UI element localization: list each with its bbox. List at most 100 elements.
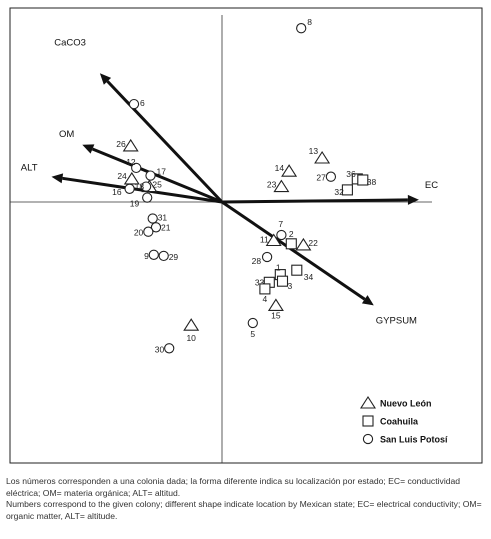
marker-square-3 — [276, 275, 289, 287]
vector-gypsum-line — [221, 200, 366, 301]
marker-triangle-11 — [265, 233, 282, 247]
marker-circle-5 — [247, 317, 258, 329]
colony-label-9: 9 — [144, 251, 149, 261]
legend-circle-icon — [362, 433, 374, 445]
legend-label-nuevo-leon: Nuevo León — [380, 399, 432, 409]
colony-31: 31 — [147, 213, 168, 224]
colony-label-27: 27 — [316, 173, 326, 183]
vector-caco3-arrowhead — [99, 73, 112, 85]
environmental-vectors: CaCO3 OM ALT EC GYPSUM — [21, 37, 438, 326]
colony-label-30: 30 — [155, 344, 165, 354]
vector-caco3-line — [106, 80, 224, 204]
colony-22: 22 — [295, 237, 318, 251]
vector-alt: ALT — [21, 163, 223, 204]
vector-om-arrowhead — [82, 144, 95, 154]
colony-38: 38 — [357, 174, 377, 187]
caption-english: Numbers correspond to the given colony; … — [6, 499, 482, 521]
colony-label-21: 21 — [161, 222, 171, 232]
colony-label-10: 10 — [186, 333, 196, 343]
vector-gypsum: GYPSUM — [221, 200, 417, 326]
legend-triangle-icon — [359, 395, 377, 409]
colony-5: 5 — [247, 317, 258, 339]
colony-30: 30 — [155, 343, 175, 354]
colony-23: 23 — [267, 179, 290, 193]
vector-alt-arrowhead — [51, 173, 64, 184]
vector-label-om: OM — [59, 129, 74, 140]
marker-circle-29 — [158, 250, 169, 262]
legend-item-nuevo-leon: Nuevo León — [359, 395, 432, 409]
colony-label-2: 2 — [289, 229, 294, 239]
marker-circle-20 — [143, 226, 154, 237]
colony-14: 14 — [275, 163, 298, 177]
marker-circle-28 — [261, 251, 273, 263]
colony-4: 4 — [259, 283, 271, 304]
colony-13: 13 — [309, 146, 331, 164]
marker-circle-27 — [325, 171, 337, 182]
vector-label-alt: ALT — [21, 163, 38, 174]
colony-19: 19 — [130, 192, 153, 209]
legend-square-icon — [362, 415, 374, 427]
colony-label-26: 26 — [116, 139, 126, 149]
colony-15: 15 — [267, 298, 284, 320]
colony-8: 8 — [296, 17, 312, 34]
colony-20: 20 — [134, 226, 154, 238]
vector-ec-arrowhead — [407, 194, 419, 205]
colony-label-6: 6 — [140, 98, 145, 108]
colony-label-29: 29 — [169, 252, 179, 262]
colony-label-36: 36 — [346, 169, 356, 179]
marker-circle-8 — [296, 23, 307, 34]
colony-label-28: 28 — [252, 256, 262, 266]
marker-triangle-26 — [122, 138, 139, 152]
colony-label-32: 32 — [334, 187, 344, 197]
colony-label-25: 25 — [152, 180, 162, 190]
colony-label-3: 3 — [288, 281, 293, 291]
marker-triangle-23 — [273, 179, 290, 193]
colony-27: 27 — [316, 171, 337, 183]
colony-label-16: 16 — [112, 187, 122, 197]
colony-28: 28 — [252, 251, 273, 266]
marker-circle-18 — [140, 181, 152, 192]
marker-square-38 — [357, 174, 369, 186]
vector-label-caco3: CaCO3 — [54, 37, 86, 48]
vector-om: OM — [59, 129, 223, 204]
marker-circle-17 — [145, 170, 156, 181]
colony-label-38: 38 — [367, 177, 377, 187]
marker-circle-19 — [142, 192, 153, 203]
colony-label-24: 24 — [117, 171, 127, 181]
marker-circle-12 — [131, 162, 142, 174]
marker-circle-7 — [276, 229, 287, 241]
colony-label-5: 5 — [250, 329, 255, 339]
marker-circle-30 — [164, 343, 175, 354]
vector-label-gypsum: GYPSUM — [376, 315, 417, 326]
vector-ec-line — [221, 198, 408, 204]
colony-label-12: 12 — [126, 157, 136, 167]
marker-triangle-14 — [281, 164, 298, 177]
marker-triangle-24 — [123, 171, 140, 185]
colony-3: 3 — [276, 275, 293, 291]
colony-32: 32 — [334, 184, 353, 197]
colony-21: 21 — [150, 222, 171, 233]
colony-label-19: 19 — [130, 199, 140, 209]
colony-label-14: 14 — [275, 163, 285, 173]
colony-29: 29 — [158, 250, 179, 262]
colony-17: 17 — [145, 167, 167, 181]
marker-triangle-10 — [183, 318, 200, 331]
colony-7: 7 — [276, 219, 287, 241]
marker-triangle-13 — [314, 150, 331, 164]
colony-label-1: 1 — [276, 263, 281, 273]
colony-label-22: 22 — [308, 238, 318, 248]
colony-label-31: 31 — [158, 213, 168, 223]
vector-ec: EC — [221, 180, 438, 205]
legend-item-san-luis-potosi: San Luis Potosí — [362, 433, 448, 445]
marker-square-32 — [341, 184, 353, 196]
colony-24: 24 — [117, 171, 140, 185]
marker-triangle-22 — [295, 237, 312, 251]
marker-circle-21 — [150, 222, 162, 233]
colony-label-4: 4 — [263, 294, 268, 304]
colony-label-17: 17 — [157, 167, 167, 177]
colony-label-15: 15 — [271, 310, 281, 320]
colony-12: 12 — [126, 157, 142, 174]
